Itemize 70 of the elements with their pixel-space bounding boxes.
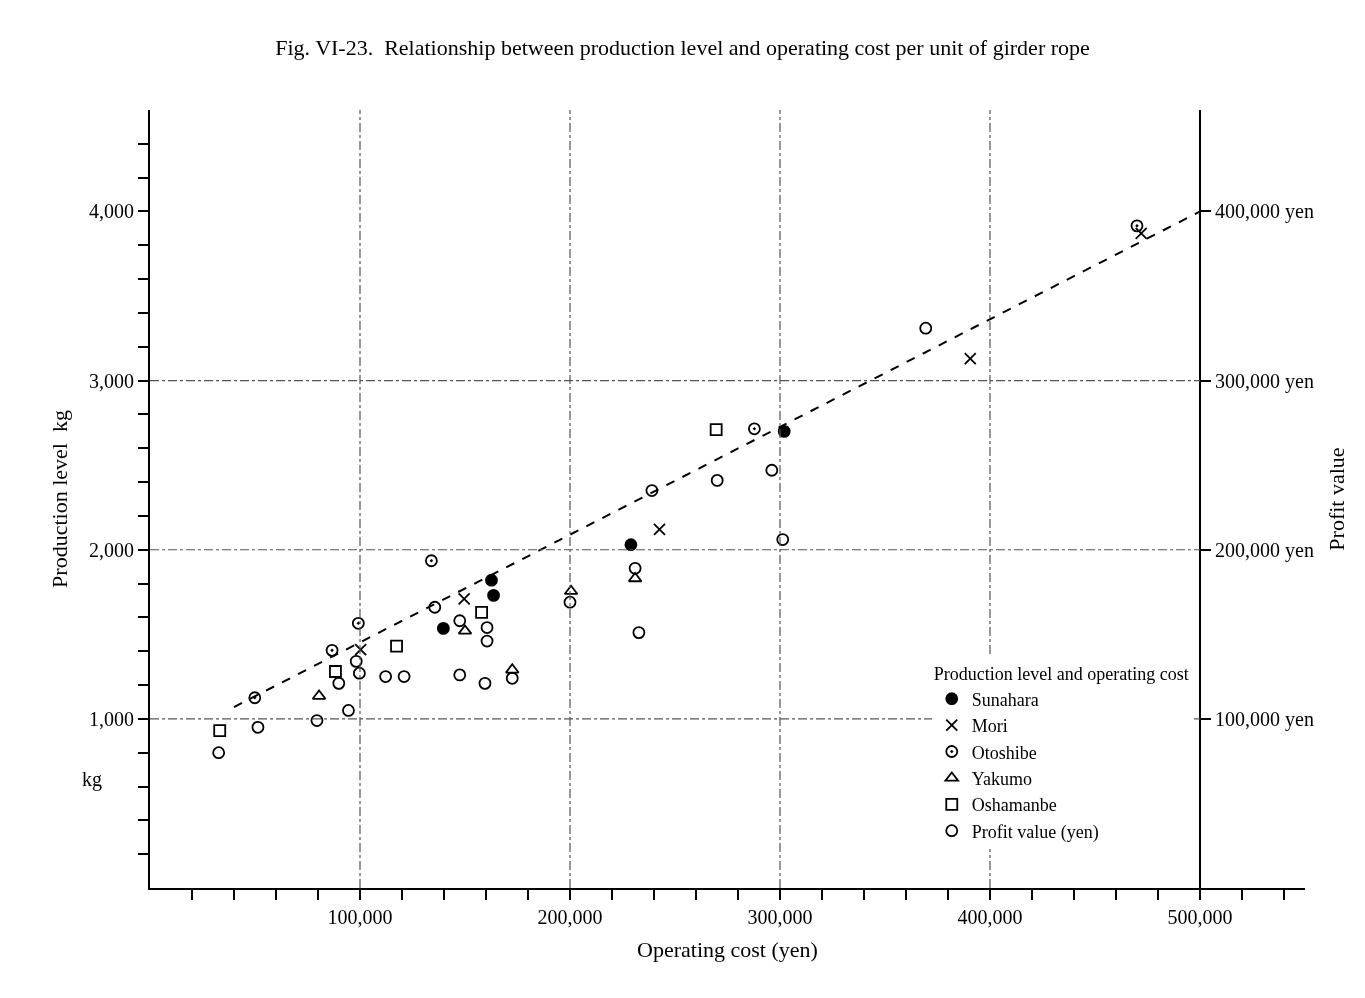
y-tick-label: 1,000 bbox=[89, 707, 134, 730]
x-tick-label: 500,000 bbox=[1167, 906, 1233, 928]
point bbox=[213, 724, 227, 738]
point bbox=[480, 621, 494, 634]
point bbox=[212, 746, 226, 760]
x-tick-label: 200,000 bbox=[537, 906, 603, 928]
point bbox=[645, 484, 659, 497]
point bbox=[709, 423, 723, 437]
point bbox=[351, 616, 365, 630]
y2-tick-label: 100,000 yen bbox=[1215, 707, 1314, 731]
legend-label: Otoshibe bbox=[971, 742, 1037, 763]
y2-axis-title: Profit value bbox=[1324, 447, 1350, 551]
y-axis-title: Production level kg bbox=[47, 410, 73, 588]
legend-label: Mori bbox=[971, 716, 1008, 737]
chart-title: Fig. VI-23. Relationship between production level and operating cost per unit of girder rope bbox=[275, 35, 1090, 61]
point bbox=[505, 663, 520, 674]
point bbox=[453, 614, 467, 628]
point bbox=[478, 676, 492, 690]
point bbox=[354, 643, 368, 656]
point bbox=[1130, 219, 1144, 233]
y2-tick-label: 300,000 yen bbox=[1215, 369, 1314, 393]
point bbox=[628, 561, 642, 575]
point bbox=[487, 589, 500, 602]
point bbox=[352, 666, 366, 680]
y-tick-label: 3,000 bbox=[89, 369, 134, 392]
point bbox=[397, 670, 411, 683]
point bbox=[457, 592, 471, 606]
point bbox=[332, 676, 346, 690]
x-tick-label: 400,000 bbox=[957, 906, 1023, 928]
point bbox=[390, 639, 403, 653]
point bbox=[710, 474, 724, 487]
y2-tick-label: 400,000 yen bbox=[1215, 200, 1314, 224]
x-tick-label: 100,000 bbox=[327, 906, 393, 928]
point bbox=[251, 720, 265, 734]
point bbox=[436, 621, 450, 635]
point bbox=[505, 671, 519, 685]
point bbox=[963, 352, 977, 366]
point bbox=[747, 422, 761, 436]
point bbox=[563, 595, 577, 609]
point bbox=[776, 533, 790, 546]
legend-label: Sunahara bbox=[971, 689, 1039, 710]
y-tick-label: 2,000 bbox=[89, 538, 134, 561]
point bbox=[329, 665, 342, 678]
point bbox=[1134, 227, 1148, 240]
legend-label: Yakumo bbox=[971, 768, 1032, 789]
point bbox=[475, 605, 488, 619]
x-axis-title: Operating cost (yen) bbox=[637, 937, 818, 963]
point bbox=[485, 573, 498, 587]
point bbox=[480, 634, 494, 648]
point bbox=[379, 670, 393, 683]
point bbox=[453, 668, 467, 682]
point bbox=[919, 321, 933, 335]
point bbox=[632, 626, 646, 640]
y2-tick-label: 200,000 yen bbox=[1215, 538, 1314, 562]
text: kg bbox=[82, 768, 102, 791]
legend-label: Oshamanbe bbox=[971, 795, 1057, 816]
point bbox=[653, 523, 666, 536]
x-tick-label: 300,000 bbox=[747, 906, 813, 928]
point bbox=[349, 654, 363, 668]
point bbox=[765, 463, 779, 477]
point bbox=[325, 643, 339, 657]
point bbox=[428, 600, 442, 614]
point bbox=[310, 714, 324, 727]
point bbox=[342, 704, 355, 717]
legend-title: Production level and operating cost bbox=[933, 664, 1189, 685]
point bbox=[425, 554, 438, 568]
y-tick-label: 4,000 bbox=[89, 200, 134, 223]
legend-label: Profit value (yen) bbox=[971, 821, 1099, 843]
point bbox=[248, 691, 262, 705]
point bbox=[624, 538, 638, 552]
